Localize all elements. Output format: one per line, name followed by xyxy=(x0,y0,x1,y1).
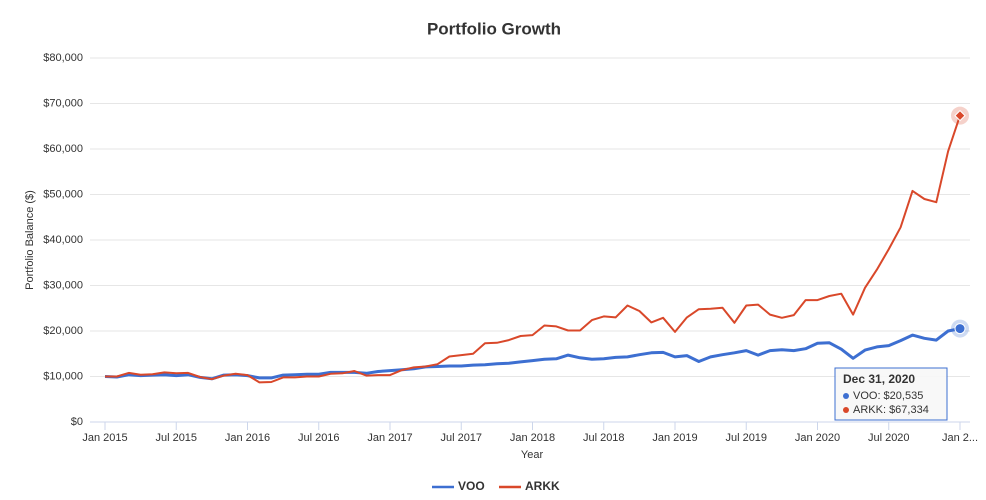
x-axis-label: Year xyxy=(521,449,544,461)
tooltip-dot xyxy=(843,407,849,413)
series-line xyxy=(105,115,961,384)
tooltip-item: ARKK: $67,334 xyxy=(853,404,929,416)
x-tick-label: Jul 2015 xyxy=(155,432,197,444)
y-tick-label: $60,000 xyxy=(43,143,83,155)
x-tick-label: Jul 2017 xyxy=(440,432,482,444)
x-tick-label: Jan 2018 xyxy=(510,432,555,444)
chart-title: Portfolio Growth xyxy=(427,19,561,38)
x-tick-label: Jan 2019 xyxy=(652,432,697,444)
x-tick-label: Jul 2018 xyxy=(583,432,625,444)
y-tick-label: $30,000 xyxy=(43,279,83,291)
tooltip-title: Dec 31, 2020 xyxy=(843,372,915,386)
legend-label: VOO xyxy=(458,479,485,493)
series-line xyxy=(104,327,961,381)
y-tick-label: $0 xyxy=(71,416,83,428)
point-marker xyxy=(954,109,966,122)
x-tick-label: Jan 2020 xyxy=(795,432,840,444)
x-tick-label: Jul 2020 xyxy=(868,432,910,444)
y-tick-label: $10,000 xyxy=(43,370,83,382)
x-tick-label: Jan 2017 xyxy=(367,432,412,444)
y-tick-label: $80,000 xyxy=(43,52,83,64)
x-tick-label: Jan 2... xyxy=(942,432,978,444)
tooltip-item: VOO: $20,535 xyxy=(853,390,923,402)
tooltip: Dec 31, 2020 VOO: $20,535 ARKK: $67,334 xyxy=(834,367,948,421)
tooltip-box xyxy=(834,367,948,421)
x-tick-label: Jan 2016 xyxy=(225,432,270,444)
y-tick-label: $40,000 xyxy=(43,234,83,246)
x-tick-label: Jul 2016 xyxy=(298,432,340,444)
y-axis-label: Portfolio Balance ($) xyxy=(24,190,36,290)
y-tick-label: $50,000 xyxy=(43,188,83,200)
y-tick-label: $70,000 xyxy=(43,97,83,109)
tooltip-dot xyxy=(843,393,849,399)
legend-label: ARKK xyxy=(525,479,560,493)
y-tick-label: $20,000 xyxy=(43,325,83,337)
point-marker xyxy=(954,323,966,335)
x-tick-label: Jan 2015 xyxy=(82,432,127,444)
x-tick-label: Jul 2019 xyxy=(725,432,767,444)
